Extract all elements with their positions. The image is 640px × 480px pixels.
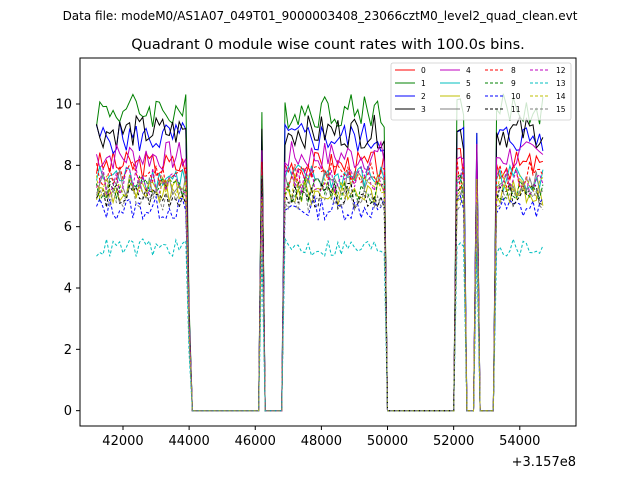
x-tick-label: 42000 [102,434,143,449]
y-tick-label: 0 [64,404,72,419]
legend-label-15: 15 [556,105,566,114]
chart-title: Quadrant 0 module wise count rates with … [131,37,525,53]
x-tick-label: 46000 [235,434,276,449]
y-tick-label: 4 [64,282,72,297]
legend-label-11: 11 [511,105,521,114]
x-tick-label: 52000 [433,434,474,449]
x-tick-label: 48000 [301,434,342,449]
series-layer [96,93,544,412]
legend-label-0: 0 [421,66,426,75]
x-offset-text: +3.157e8 [512,455,576,470]
axes-layer: 42000 44000 46000 48000 50000 52000 54000 0 2 4 6 8… [55,98,540,450]
y-tick-label: 8 [64,159,72,174]
legend-label-7: 7 [466,105,471,114]
y-tick-label: 2 [64,343,72,358]
series-line-15 [96,182,544,412]
legend-label-2: 2 [421,92,426,101]
legend-box [390,62,572,121]
legend-label-10: 10 [511,92,521,101]
legend-label-4: 4 [466,66,471,75]
x-tick-label: 54000 [499,434,540,449]
plot-frame [79,57,577,427]
y-tick-label: 6 [64,220,72,235]
series-line-14 [96,173,544,412]
legend-label-13: 13 [556,79,566,88]
series-line-8 [96,158,544,412]
legend-label-9: 9 [511,79,516,88]
legend-label-5: 5 [466,79,471,88]
x-tick-label: 44000 [168,434,209,449]
legend-label-12: 12 [556,66,566,75]
legend-label-6: 6 [466,92,471,101]
chart-suptitle: Data file: modeM0/AS1A07_049T01_90000034… [63,9,578,23]
series-line-12 [96,162,544,412]
legend-label-1: 1 [421,79,426,88]
legend-label-14: 14 [556,92,566,101]
legend-label-8: 8 [511,66,516,75]
x-tick-label: 50000 [367,434,408,449]
legend-label-3: 3 [421,105,426,114]
y-tick-label: 10 [55,98,72,113]
